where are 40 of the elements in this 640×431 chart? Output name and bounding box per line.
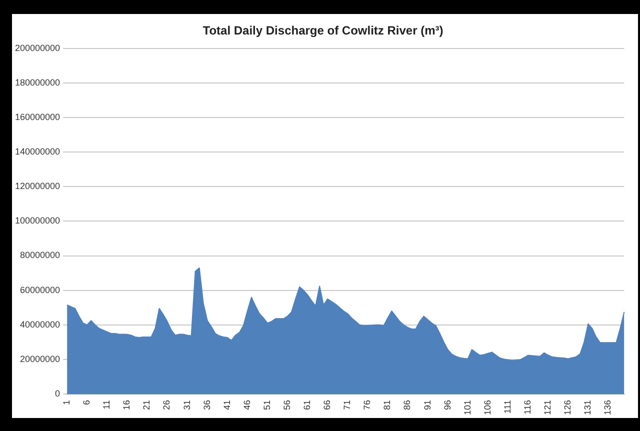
x-tick-label: 121 [542, 400, 553, 416]
y-tick-label: 180000000 [14, 77, 60, 88]
x-tick-label: 136 [602, 400, 613, 416]
x-tick-label: 66 [322, 400, 332, 410]
x-tick-label: 96 [442, 400, 452, 410]
x-tick-label: 6 [82, 400, 92, 405]
x-tick-label: 46 [242, 400, 252, 410]
y-tick-label: 120000000 [14, 181, 60, 192]
x-tick-label: 76 [362, 400, 372, 410]
x-tick-label: 16 [122, 400, 132, 410]
x-tick-label: 56 [282, 400, 292, 410]
x-tick-label: 61 [302, 400, 312, 410]
x-tick-label: 31 [182, 400, 192, 410]
x-tick-label: 81 [382, 400, 392, 410]
x-tick-label: 41 [222, 400, 232, 410]
x-tick-label: 1 [62, 400, 72, 405]
x-tick-label: 36 [202, 400, 212, 410]
y-tick-label: 100000000 [14, 216, 60, 226]
chart-title: Total Daily Discharge of Cowlitz River (m³) [202, 24, 444, 38]
x-tick-label: 51 [262, 400, 272, 410]
x-tick-label: 21 [142, 400, 152, 410]
y-tick-label: 60000000 [20, 284, 60, 295]
y-tick-label: 40000000 [20, 319, 60, 330]
y-tick-label: 20000000 [20, 354, 60, 364]
x-tick-label: 116 [522, 400, 532, 414]
y-tick-label: 200000000 [14, 42, 60, 53]
x-tick-label: 86 [402, 400, 412, 410]
y-tick-label: 0 [55, 388, 60, 398]
y-tick-label: 140000000 [14, 146, 60, 157]
x-tick-label: 101 [462, 400, 472, 416]
x-tick-label: 71 [342, 400, 352, 410]
x-tick-label: 126 [562, 400, 573, 416]
x-tick-label: 91 [422, 400, 432, 410]
x-tick-label: 26 [162, 400, 172, 410]
y-tick-label: 160000000 [14, 112, 60, 122]
x-tick-label: 11 [102, 400, 112, 410]
x-tick-label: 111 [502, 400, 512, 414]
x-tick-label: 131 [582, 400, 593, 416]
x-tick-label: 106 [482, 400, 492, 416]
y-tick-label: 80000000 [20, 250, 60, 260]
